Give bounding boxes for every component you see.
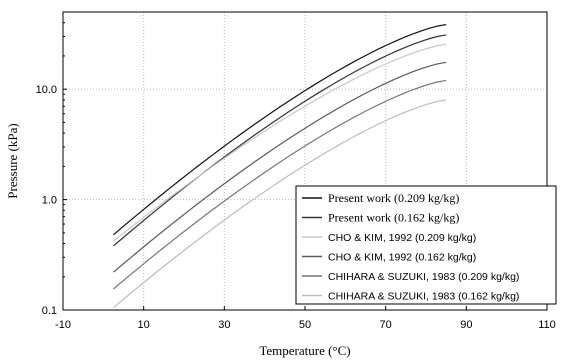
series-line	[113, 23, 447, 236]
y-tick-label: 1.0	[42, 195, 57, 207]
legend-label: CHO & KIM, 1992 (0.162 kg/kg)	[328, 252, 476, 264]
x-axis-label: Temperature (°C)	[259, 343, 350, 358]
legend: Present work (0.209 kg/kg) Present work (…	[295, 185, 557, 305]
legend-label: CHO & KIM, 1992 (0.209 kg/kg)	[328, 232, 476, 244]
series-line	[113, 61, 447, 273]
x-tick-label: 30	[218, 319, 230, 331]
series-line	[113, 34, 447, 247]
legend-label: Present work (0.209 kg/kg)	[328, 191, 459, 205]
legend-label: CHIHARA & SUZUKI, 1983 (0.162 kg/kg)	[328, 291, 519, 303]
x-tick-label: 10	[138, 319, 150, 331]
series-line	[113, 99, 447, 309]
series-line	[113, 79, 447, 290]
axis-ticks: -10 10 30 50 70 90 110 0.1 1.0 10.0	[36, 22, 556, 331]
series-lines	[113, 23, 447, 309]
x-tick-label: 110	[538, 319, 556, 331]
y-axis-label: Pressure (kPa)	[5, 123, 20, 198]
legend-label: CHIHARA & SUZUKI, 1983 (0.209 kg/kg)	[328, 271, 519, 283]
x-tick-label: 90	[460, 319, 472, 331]
legend-box	[295, 185, 557, 305]
x-tick-label: -10	[55, 319, 71, 331]
y-tick-label: 0.1	[42, 305, 57, 317]
x-tick-label: 70	[380, 319, 392, 331]
x-tick-label: 50	[299, 319, 311, 331]
series-line	[113, 43, 447, 242]
legend-label: Present work (0.162 kg/kg)	[328, 211, 459, 225]
y-tick-label: 10.0	[36, 84, 57, 96]
